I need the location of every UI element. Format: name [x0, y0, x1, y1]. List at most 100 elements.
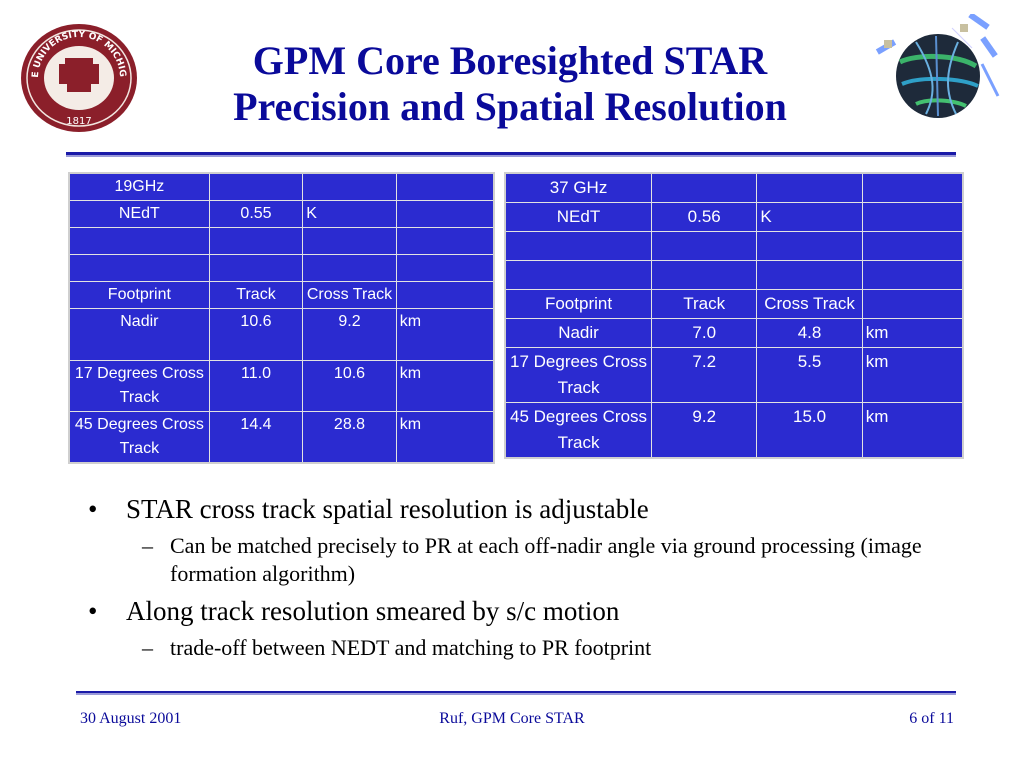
table-cell — [395, 281, 495, 309]
table-cell: 28.8 — [302, 411, 397, 464]
table-cell — [861, 231, 964, 261]
table-cell — [861, 289, 964, 319]
table-cell — [395, 172, 495, 201]
university-seal-logo: THE UNIVERSITY OF MICHIGAN 1817 — [18, 22, 137, 132]
svg-text:1817: 1817 — [66, 116, 91, 127]
table-row: Nadir 10.6 9.2 km — [68, 308, 495, 361]
table-cell: Nadir — [504, 318, 653, 348]
slide-title: GPM Core Boresighted STAR Precision and … — [150, 38, 870, 130]
table-cell: km — [395, 411, 495, 464]
table-cell: 37 GHz — [504, 172, 653, 203]
footer-date: 30 August 2001 — [80, 710, 182, 727]
table-cell: 5.5 — [756, 347, 863, 403]
bullet-marker: • — [88, 596, 98, 626]
table-cell: 4.8 — [756, 318, 863, 348]
bullet-item: • STAR cross track spatial resolution is… — [86, 492, 966, 526]
table-cell — [504, 231, 653, 261]
table-cell — [208, 254, 304, 282]
dash-marker: – — [142, 533, 153, 558]
table-cell — [208, 227, 304, 255]
table-cell: km — [395, 308, 495, 361]
table-cell: 15.0 — [756, 402, 863, 459]
table-row: 37 GHz — [504, 172, 964, 203]
table-cell — [68, 227, 210, 255]
table-cell: 10.6 — [302, 360, 397, 412]
table-cell: 11.0 — [208, 360, 304, 412]
table-cell — [861, 260, 964, 290]
table-cell: km — [861, 347, 964, 403]
table-row: 17 Degrees Cross Track 11.0 10.6 km — [68, 360, 495, 412]
table-cell — [651, 231, 758, 261]
table-cell: 45 Degrees Cross Track — [504, 402, 653, 459]
table-cell: 19GHz — [68, 172, 210, 201]
table-row — [504, 231, 964, 261]
table-row: 19GHz — [68, 172, 495, 201]
table-cell — [208, 172, 304, 201]
bullet-text: Along track resolution smeared by s/c mo… — [126, 596, 620, 626]
table-row: 45 Degrees Cross Track 14.4 28.8 km — [68, 411, 495, 464]
table-cell: Track — [208, 281, 304, 309]
table-cell — [395, 227, 495, 255]
sub-bullet-item: – trade-off between NEDT and matching to… — [86, 634, 966, 662]
table-cell — [302, 227, 397, 255]
table-row: Footprint Track Cross Track — [504, 289, 964, 319]
table-cell: Footprint — [504, 289, 653, 319]
table-cell: 9.2 — [651, 402, 758, 459]
footer-page-number: 6 of 11 — [909, 710, 954, 727]
table-cell: 0.55 — [208, 200, 304, 228]
title-line-1: GPM Core Boresighted STAR — [252, 38, 768, 83]
table-19ghz: 19GHz NEdT 0.55 K Footprint Track Cross … — [68, 172, 495, 464]
table-cell: 14.4 — [208, 411, 304, 464]
table-row — [504, 260, 964, 290]
table-row: NEdT 0.56 K — [504, 202, 964, 232]
table-cell — [302, 172, 397, 201]
table-cell: km — [861, 318, 964, 348]
table-cell: km — [861, 402, 964, 459]
table-cell: 10.6 — [208, 308, 304, 361]
table-cell: 7.0 — [651, 318, 758, 348]
sub-bullet-text: trade-off between NEDT and matching to P… — [170, 635, 652, 660]
table-cell — [651, 260, 758, 290]
table-cell: NEdT — [68, 200, 210, 228]
table-row: Nadir 7.0 4.8 km — [504, 318, 964, 348]
table-cell: Cross Track — [756, 289, 863, 319]
table-cell — [861, 172, 964, 203]
table-row: 45 Degrees Cross Track 9.2 15.0 km — [504, 402, 964, 459]
table-cell: 17 Degrees Cross Track — [68, 360, 210, 412]
footer-divider — [76, 691, 956, 693]
table-row: NEdT 0.55 K — [68, 200, 495, 228]
table-cell: 45 Degrees Cross Track — [68, 411, 210, 464]
title-divider — [66, 152, 956, 155]
table-cell — [756, 260, 863, 290]
table-cell — [395, 254, 495, 282]
table-cell: 0.56 — [651, 202, 758, 232]
table-cell: NEdT — [504, 202, 653, 232]
table-row — [68, 227, 495, 255]
footer-center: Ruf, GPM Core STAR — [439, 710, 585, 727]
table-cell — [504, 260, 653, 290]
table-cell: Cross Track — [302, 281, 397, 309]
table-cell — [68, 254, 210, 282]
dash-marker: – — [142, 635, 153, 660]
bullet-list: • STAR cross track spatial resolution is… — [86, 492, 966, 668]
globe-satellite-logo — [875, 14, 1000, 118]
bullet-marker: • — [88, 494, 98, 524]
table-cell — [756, 172, 863, 203]
table-cell — [756, 231, 863, 261]
sub-bullet-item: – Can be matched precisely to PR at each… — [86, 532, 966, 588]
table-row — [68, 254, 495, 282]
table-cell: Footprint — [68, 281, 210, 309]
table-37ghz: 37 GHz NEdT 0.56 K Footprint Track Cross… — [504, 172, 964, 459]
table-cell — [395, 200, 495, 228]
table-cell: Track — [651, 289, 758, 319]
sub-bullet-text: Can be matched precisely to PR at each o… — [170, 533, 922, 586]
table-cell: K — [756, 202, 863, 232]
table-cell: Nadir — [68, 308, 210, 361]
table-cell — [651, 172, 758, 203]
table-row: Footprint Track Cross Track — [68, 281, 495, 309]
table-cell: 9.2 — [302, 308, 397, 361]
table-cell: 7.2 — [651, 347, 758, 403]
title-line-2: Precision and Spatial Resolution — [233, 84, 787, 129]
bullet-item: • Along track resolution smeared by s/c … — [86, 594, 966, 628]
table-cell: K — [302, 200, 397, 228]
